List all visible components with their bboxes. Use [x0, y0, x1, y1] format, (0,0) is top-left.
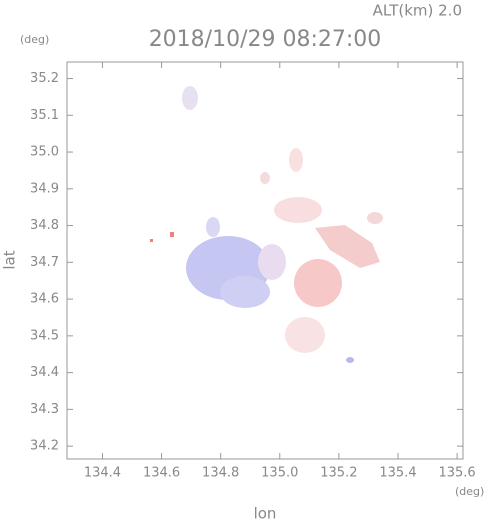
y-tick-label: 34.7 — [30, 255, 59, 270]
echo-blue — [206, 217, 220, 237]
x-tick-label: 135.6 — [438, 466, 475, 481]
y-tick-label: 34.4 — [30, 365, 59, 380]
echo-blue — [346, 357, 354, 363]
x-tick-label: 135.2 — [320, 466, 357, 481]
y-tick-label: 34.3 — [30, 402, 59, 417]
echoes — [150, 86, 383, 363]
echo-blue — [220, 276, 270, 308]
echo-red — [294, 259, 342, 307]
altitude-label: ALT(km) 2.0 — [373, 2, 462, 20]
echo-red — [315, 225, 380, 268]
y-tick-label: 35.0 — [30, 145, 59, 160]
echo-red — [260, 172, 270, 184]
x-tick-label: 134.8 — [202, 466, 239, 481]
x-tick-label: 134.6 — [143, 466, 180, 481]
y-tick-label: 34.6 — [30, 292, 59, 307]
echo-red — [150, 239, 153, 242]
x-tick-label: 134.4 — [84, 466, 121, 481]
echo-red — [289, 148, 303, 172]
echo-mixed — [258, 244, 286, 280]
x-unit: (deg) — [455, 485, 484, 498]
y-axis-label: lat — [1, 250, 19, 269]
y-tick-label: 34.2 — [30, 439, 59, 454]
echo-red — [274, 197, 322, 223]
echo-red — [285, 317, 325, 353]
plot-frame — [66, 61, 464, 460]
y-tick-label: 35.2 — [30, 71, 59, 86]
y-tick-label: 34.8 — [30, 218, 59, 233]
echo-red — [170, 232, 174, 237]
y-tick-label: 35.1 — [30, 108, 59, 123]
y-tick-label: 34.9 — [30, 181, 59, 196]
echo-red — [367, 212, 383, 224]
y-unit: (deg) — [20, 33, 49, 46]
x-axis-label: lon — [254, 505, 277, 521]
chart-title: 2018/10/29 08:27:00 — [149, 27, 382, 52]
y-tick-label: 34.5 — [30, 328, 59, 343]
x-tick-label: 135.0 — [261, 466, 298, 481]
x-tick-label: 135.4 — [379, 466, 416, 481]
echo-mixed — [182, 86, 198, 110]
